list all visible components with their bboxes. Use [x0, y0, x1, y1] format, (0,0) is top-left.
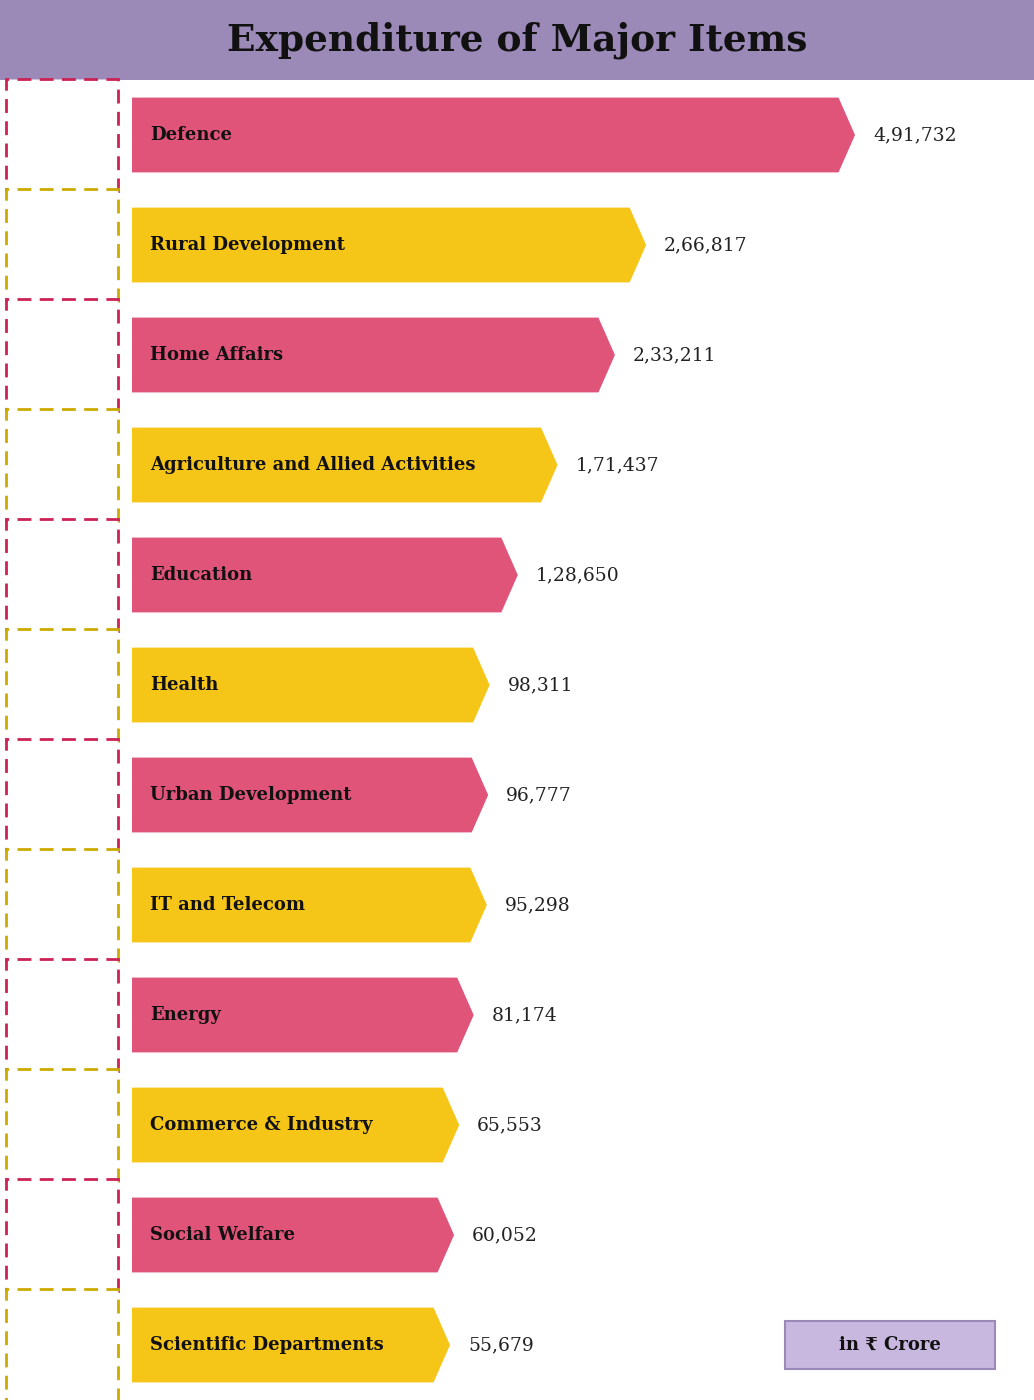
Text: 96,777: 96,777: [507, 785, 572, 804]
Text: 95,298: 95,298: [505, 896, 571, 914]
Text: 4,91,732: 4,91,732: [873, 126, 956, 144]
Text: 2,33,211: 2,33,211: [633, 346, 717, 364]
Text: 81,174: 81,174: [492, 1007, 557, 1023]
Text: Agriculture and Allied Activities: Agriculture and Allied Activities: [150, 456, 476, 475]
Polygon shape: [132, 757, 488, 833]
Polygon shape: [132, 538, 518, 612]
Polygon shape: [132, 648, 489, 722]
FancyBboxPatch shape: [6, 519, 118, 631]
FancyBboxPatch shape: [785, 1322, 995, 1369]
Text: Home Affairs: Home Affairs: [150, 346, 283, 364]
FancyBboxPatch shape: [6, 1070, 118, 1182]
Polygon shape: [132, 1197, 454, 1273]
FancyBboxPatch shape: [6, 1289, 118, 1400]
FancyBboxPatch shape: [6, 189, 118, 301]
Text: Social Welfare: Social Welfare: [150, 1226, 295, 1245]
Text: 55,679: 55,679: [468, 1336, 534, 1354]
FancyBboxPatch shape: [6, 1179, 118, 1291]
FancyBboxPatch shape: [6, 300, 118, 412]
Polygon shape: [132, 98, 855, 172]
Text: Education: Education: [150, 566, 252, 584]
FancyBboxPatch shape: [6, 848, 118, 960]
FancyBboxPatch shape: [0, 0, 1034, 80]
Text: Defence: Defence: [150, 126, 232, 144]
FancyBboxPatch shape: [6, 629, 118, 741]
Polygon shape: [132, 207, 646, 283]
Text: 98,311: 98,311: [508, 676, 573, 694]
Text: Health: Health: [150, 676, 218, 694]
Polygon shape: [132, 427, 557, 503]
Text: Commerce & Industry: Commerce & Industry: [150, 1116, 372, 1134]
FancyBboxPatch shape: [6, 739, 118, 851]
Text: 65,553: 65,553: [477, 1116, 543, 1134]
Text: in ₹ Crore: in ₹ Crore: [839, 1336, 941, 1354]
FancyBboxPatch shape: [6, 78, 118, 190]
Text: Energy: Energy: [150, 1007, 221, 1023]
Text: 60,052: 60,052: [473, 1226, 538, 1245]
Text: Urban Development: Urban Development: [150, 785, 352, 804]
Text: 1,71,437: 1,71,437: [576, 456, 659, 475]
Text: 1,28,650: 1,28,650: [536, 566, 619, 584]
Polygon shape: [132, 1308, 450, 1382]
Polygon shape: [132, 1088, 459, 1162]
Polygon shape: [132, 977, 474, 1053]
Text: Scientific Departments: Scientific Departments: [150, 1336, 384, 1354]
Polygon shape: [132, 318, 615, 392]
FancyBboxPatch shape: [6, 409, 118, 521]
Text: Rural Development: Rural Development: [150, 237, 345, 253]
Text: IT and Telecom: IT and Telecom: [150, 896, 305, 914]
Polygon shape: [132, 868, 487, 942]
Text: Expenditure of Major Items: Expenditure of Major Items: [226, 21, 808, 59]
FancyBboxPatch shape: [6, 959, 118, 1071]
Text: 2,66,817: 2,66,817: [664, 237, 748, 253]
